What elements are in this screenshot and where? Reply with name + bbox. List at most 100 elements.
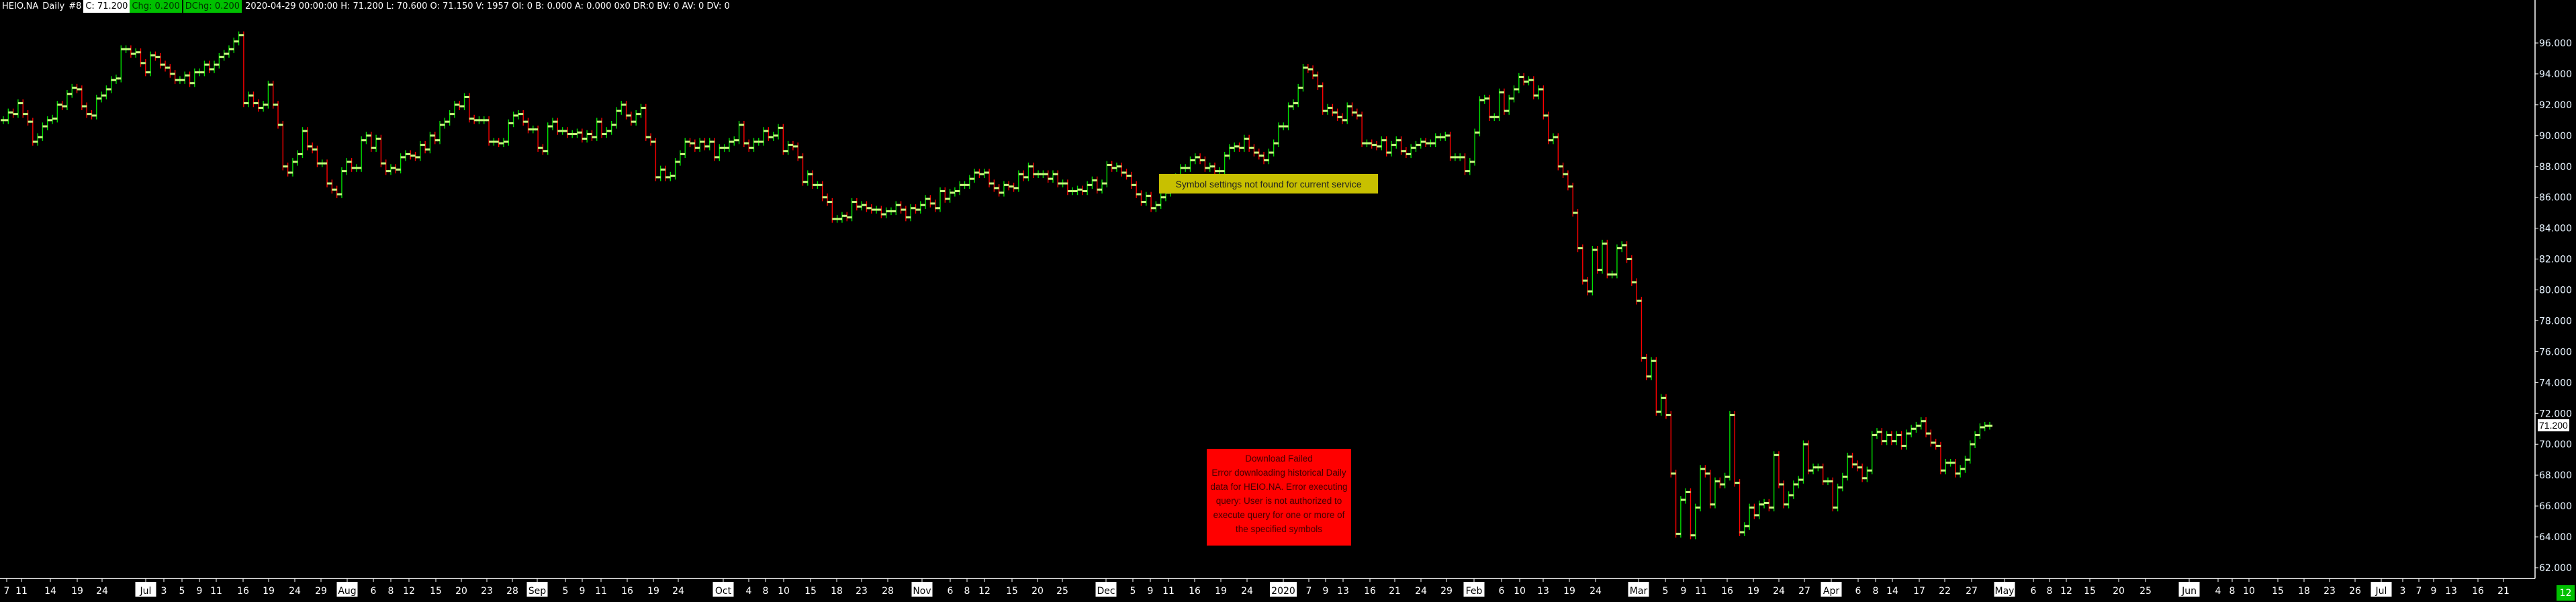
- close-tick: [420, 144, 423, 146]
- open-tick: [1334, 111, 1338, 114]
- ohlc-bar: [363, 132, 369, 144]
- ohlc-bar: [1315, 71, 1321, 91]
- x-tick-label: 14: [1886, 586, 1898, 597]
- close-tick: [204, 63, 208, 66]
- close-tick: [1931, 441, 1934, 444]
- ohlc-bar: [1070, 187, 1076, 196]
- open-tick: [118, 77, 122, 80]
- open-tick: [1550, 139, 1553, 142]
- open-tick: [755, 140, 759, 143]
- close-tick: [1023, 176, 1027, 179]
- ohlc-bar: [1555, 133, 1561, 171]
- ohlc-bar: [1202, 156, 1208, 172]
- ohlc-bar: [545, 122, 551, 155]
- open-tick: [1766, 502, 1769, 505]
- close-tick: [219, 56, 222, 58]
- ohlc-bar: [304, 127, 310, 150]
- x-month-label: Jul: [140, 586, 152, 597]
- ohlc-bar: [1442, 132, 1448, 141]
- ohlc-bar: [1653, 357, 1659, 416]
- close-tick: [1729, 414, 1733, 417]
- open-tick: [1530, 79, 1534, 81]
- open-tick: [584, 137, 588, 140]
- x-month-label: Feb: [1466, 586, 1483, 597]
- ohlc-bar: [972, 169, 978, 183]
- close-tick: [822, 196, 825, 199]
- open-tick: [1148, 194, 1152, 197]
- ohlc-bar: [628, 112, 634, 126]
- ohlc-bar: [1359, 112, 1365, 148]
- x-tick-label: 16: [1364, 586, 1376, 597]
- open-tick: [1442, 136, 1446, 138]
- close-tick: [847, 216, 850, 219]
- close-tick: [724, 146, 727, 149]
- ohlc-bar: [677, 150, 683, 166]
- ohlc-bar: [692, 139, 698, 152]
- ohlc-bar: [1579, 244, 1585, 285]
- close-tick: [1455, 156, 1458, 159]
- ohlc-bar: [300, 127, 306, 159]
- ohlc-bar: [584, 130, 590, 143]
- close-tick: [827, 201, 831, 204]
- ohlc-bar: [295, 150, 301, 166]
- ohlc-bar: [344, 158, 350, 175]
- ohlc-bar: [1962, 456, 1968, 473]
- close-tick: [1288, 105, 1291, 108]
- open-tick: [1143, 201, 1146, 204]
- ohlc-bar: [653, 138, 659, 181]
- ohlc-bar: [1967, 440, 1973, 464]
- price-axis[interactable]: 62.000 64.000 66.000 68.000 70.000 72.000 74.0…: [2535, 38, 2572, 574]
- x-tick-label: 6: [2031, 586, 2037, 597]
- ohlc-bar: [913, 204, 919, 214]
- open-tick: [1540, 88, 1544, 91]
- ohlc-bar: [1388, 140, 1394, 157]
- open-tick: [1423, 140, 1426, 143]
- close-tick: [709, 140, 712, 143]
- ohlc-bar: [1958, 465, 1964, 478]
- ohlc-bar: [741, 120, 747, 148]
- ohlc-bar: [451, 101, 457, 118]
- x-tick-label: 12: [978, 586, 991, 597]
- open-tick: [1643, 357, 1647, 359]
- open-tick: [319, 162, 322, 165]
- ohlc-bar: [1305, 64, 1311, 73]
- open-tick: [913, 207, 916, 210]
- close-tick: [396, 168, 399, 171]
- ohlc-bar: [1418, 138, 1424, 149]
- open-tick: [1947, 462, 1951, 464]
- ohlc-bar: [613, 107, 619, 129]
- ohlc-bar: [1585, 276, 1591, 296]
- y-tick-label: 88.000: [2539, 162, 2572, 173]
- close-tick: [680, 153, 683, 155]
- open-tick: [1776, 454, 1779, 456]
- open-tick: [1781, 483, 1784, 486]
- ohlc-bar: [1501, 88, 1507, 115]
- close-tick: [1347, 105, 1350, 108]
- close-tick: [1896, 433, 1900, 436]
- close-tick: [1371, 144, 1375, 146]
- open-tick: [1894, 440, 1897, 443]
- close-tick: [1038, 173, 1042, 175]
- open-tick: [1457, 156, 1461, 159]
- ohlc-bar: [1344, 102, 1350, 124]
- ohlc-bar: [1006, 181, 1012, 191]
- ohlc-bar: [702, 138, 708, 150]
- x-tick-label: 15: [2084, 586, 2096, 597]
- open-tick: [864, 204, 867, 206]
- ohlc-bar: [138, 48, 144, 67]
- open-tick: [834, 218, 837, 220]
- y-tick-label: 84.000: [2539, 224, 2572, 234]
- open-tick: [618, 110, 622, 112]
- x-tick-label: 25: [1056, 586, 1068, 597]
- close-tick: [317, 162, 320, 165]
- close-tick: [415, 156, 418, 159]
- close-tick: [366, 134, 369, 137]
- x-tick-label: 13: [2445, 586, 2457, 597]
- close-tick: [140, 62, 144, 64]
- x-tick-label: 15: [804, 586, 817, 597]
- page-badge[interactable]: 12: [2557, 585, 2575, 601]
- open-tick: [1845, 475, 1848, 478]
- ohlc-bar: [1879, 428, 1885, 445]
- time-axis[interactable]: 7 11 14 19 24 Jul 3 5 9 11 16 19 24 29 Aug 6 8 12 15 20 23 28…: [4, 578, 2510, 597]
